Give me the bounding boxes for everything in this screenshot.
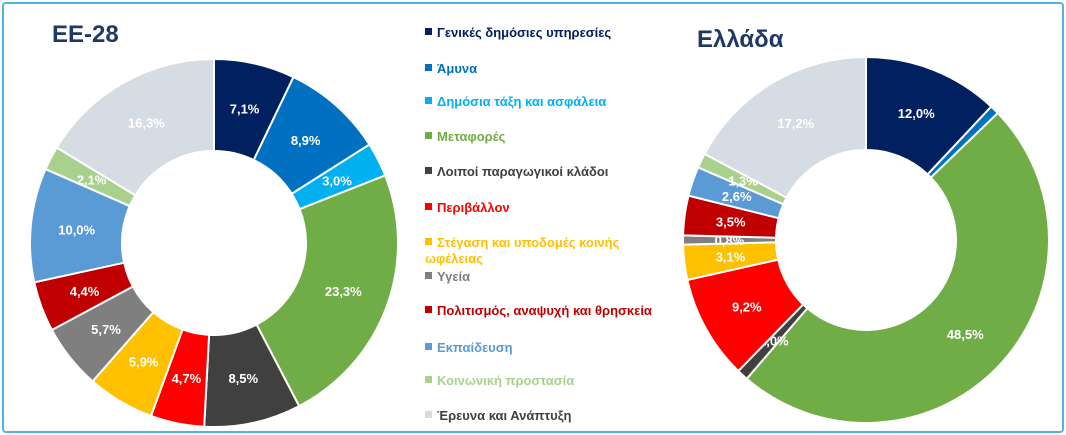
slice	[745, 111, 1050, 424]
legend-swatch	[425, 167, 432, 174]
legend-item: Λοιποί παραγωγικοί κλάδοι	[425, 164, 655, 180]
data-label: 3,5%	[716, 215, 746, 230]
legend-label: Άμυνα	[437, 61, 478, 76]
data-label: 4,7%	[172, 371, 202, 386]
legend-item: Δημόσια τάξη και ασφάλεια	[425, 94, 655, 110]
legend-swatch	[425, 343, 432, 350]
data-label: 23,3%	[325, 284, 362, 299]
data-label: 2,1%	[77, 172, 107, 187]
legend-swatch	[425, 28, 432, 35]
chart-title: ΕΕ-28	[52, 21, 119, 48]
data-label: 48,5%	[947, 327, 984, 342]
data-label: 3,1%	[716, 250, 746, 265]
slice	[55, 57, 215, 197]
legend-item: Κοινωνική προστασία	[425, 373, 655, 389]
data-label: 3,0%	[322, 173, 352, 188]
legend-item: Περιβάλλον	[425, 200, 655, 216]
legend-label: Δημόσια τάξη και ασφάλεια	[437, 94, 607, 109]
legend-item: Άμυνα	[425, 61, 655, 77]
legend-label: Γενικές δημόσιες υπηρεσίες	[437, 25, 612, 40]
legend-item: Μεταφορές	[425, 129, 655, 145]
legend-swatch	[425, 97, 432, 104]
data-label: 17,2%	[777, 116, 814, 131]
data-label: 5,7%	[91, 322, 121, 337]
data-label: 5,9%	[129, 355, 159, 370]
data-label: 12,0%	[898, 106, 935, 121]
legend-item: Γενικές δημόσιες υπηρεσίες	[425, 25, 655, 41]
legend-label: Λοιποί παραγωγικοί κλάδοι	[437, 164, 609, 179]
legend-label: Στέγαση και υποδομές κοινής ωφέλειας	[425, 235, 620, 266]
data-label: 2,6%	[722, 189, 752, 204]
data-label: 10,0%	[58, 222, 95, 237]
legend-swatch	[425, 238, 432, 245]
legend-swatch	[425, 306, 432, 313]
legend-label: Πολιτισμός, αναψυχή και θρησκεία	[437, 303, 652, 318]
legend-item: Υγεία	[425, 269, 655, 285]
legend-item: Έρευνα και Ανάπτυξη	[425, 408, 655, 424]
legend-swatch	[425, 203, 432, 210]
chart-title: Ελλάδα	[697, 26, 784, 53]
legend-item: Εκπαίδευση	[425, 340, 655, 356]
slice	[703, 55, 867, 199]
data-label: 16,3%	[128, 116, 165, 131]
data-label: 8,9%	[291, 133, 321, 148]
legend-swatch	[425, 132, 432, 139]
legend-label: Έρευνα και Ανάπτυξη	[437, 408, 572, 423]
legend-label: Εκπαίδευση	[437, 340, 513, 355]
legend-swatch	[425, 272, 432, 279]
legend-swatch	[425, 411, 432, 418]
data-label: 7,1%	[230, 101, 260, 116]
legend-label: Υγεία	[437, 269, 471, 284]
data-label: 9,2%	[732, 300, 762, 315]
legend-label: Μεταφορές	[437, 129, 506, 144]
legend-swatch	[425, 376, 432, 383]
legend-item: Πολιτισμός, αναψυχή και θρησκεία	[425, 303, 655, 319]
slice	[255, 174, 399, 408]
legend-label: Κοινωνική προστασία	[437, 373, 575, 388]
data-label: 4,4%	[70, 284, 100, 299]
data-label: 8,5%	[228, 371, 258, 386]
legend-item: Στέγαση και υποδομές κοινής ωφέλειας	[425, 235, 655, 267]
legend-swatch	[425, 64, 432, 71]
legend-label: Περιβάλλον	[437, 200, 510, 215]
